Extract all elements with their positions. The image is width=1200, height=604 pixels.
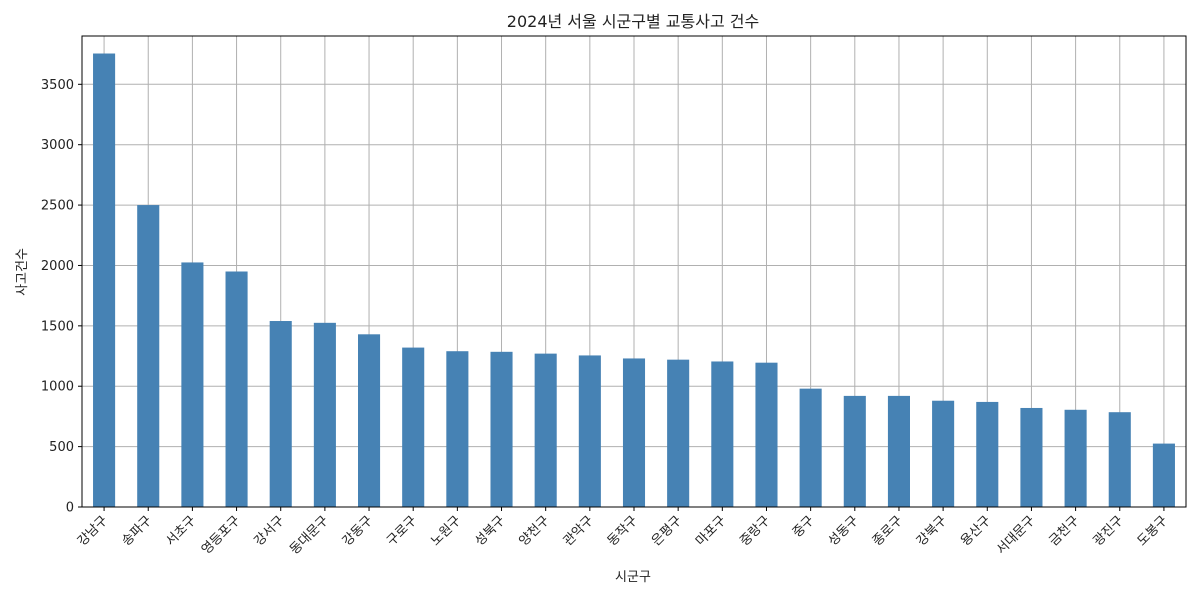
bar-성동구 bbox=[843, 395, 866, 507]
x-tick-label: 영등포구 bbox=[199, 513, 243, 557]
x-tick-label: 서대문구 bbox=[994, 513, 1038, 557]
bar-은평구 bbox=[667, 359, 690, 507]
x-tick-label: 성북구 bbox=[472, 513, 508, 549]
x-tick-label: 성동구 bbox=[826, 513, 862, 549]
x-tick-label: 중구 bbox=[790, 513, 818, 541]
y-tick-label: 2500 bbox=[41, 199, 74, 214]
y-tick-label: 3500 bbox=[41, 78, 74, 93]
bar-강동구 bbox=[358, 334, 381, 507]
bar-동작구 bbox=[622, 358, 646, 507]
x-tick-label: 금천구 bbox=[1046, 513, 1082, 549]
x-tick-label: 강서구 bbox=[252, 513, 288, 549]
x-tick-label: 서초구 bbox=[163, 513, 199, 549]
x-tick-label: 마포구 bbox=[693, 513, 729, 549]
bar-노원구 bbox=[446, 351, 469, 507]
bar-강서구 bbox=[269, 321, 292, 507]
x-tick-label: 관악구 bbox=[561, 513, 597, 549]
x-axis-label: 시군구 bbox=[615, 570, 651, 585]
bar-관악구 bbox=[578, 355, 601, 507]
x-axis-ticks: 강남구 송파구 서초구 영등포구 강서구 동대문구 강동구 구로구 노원구 성북구 양천구 관악구 동작… bbox=[75, 507, 1171, 558]
x-tick-label: 용산구 bbox=[958, 513, 994, 549]
bar-강북구 bbox=[932, 400, 955, 507]
y-axis-ticks: 0 500 1000 1500 2000 2500 3000 3500 bbox=[41, 78, 82, 516]
y-tick-label: 1500 bbox=[41, 319, 74, 334]
bar-종로구 bbox=[887, 395, 910, 507]
y-axis-label: 사고건수 bbox=[15, 248, 30, 296]
y-tick-label: 500 bbox=[49, 440, 74, 455]
x-tick-label: 중랑구 bbox=[737, 513, 773, 549]
bar-동대문구 bbox=[313, 322, 336, 507]
bar-송파구 bbox=[137, 205, 160, 508]
x-tick-label: 강동구 bbox=[340, 513, 376, 549]
bar-중랑구 bbox=[755, 362, 778, 507]
x-tick-label: 광진구 bbox=[1091, 513, 1127, 549]
bar-layer bbox=[93, 53, 1175, 508]
x-tick-label: 도봉구 bbox=[1135, 513, 1171, 549]
plot-frame bbox=[81, 35, 1187, 508]
x-tick-label: 은평구 bbox=[649, 513, 685, 549]
x-tick-label: 종로구 bbox=[870, 513, 906, 549]
x-tick-label: 송파구 bbox=[119, 513, 155, 549]
bar-성북구 bbox=[490, 351, 513, 507]
x-tick-label: 동대문구 bbox=[287, 513, 331, 557]
x-tick-label: 동작구 bbox=[605, 513, 641, 549]
bar-서초구 bbox=[181, 262, 204, 507]
bar-양천구 bbox=[534, 353, 557, 507]
bar-구로구 bbox=[402, 347, 425, 507]
x-tick-label: 강남구 bbox=[75, 513, 111, 549]
bar-강남구 bbox=[93, 53, 116, 508]
y-tick-label: 3000 bbox=[41, 138, 74, 153]
bar-중구 bbox=[799, 388, 822, 507]
y-tick-label: 1000 bbox=[41, 380, 74, 395]
chart-title: 2024년 서울 시군구별 교통사고 건수 bbox=[507, 12, 759, 31]
bar-용산구 bbox=[976, 401, 999, 507]
bar-도봉구 bbox=[1152, 443, 1175, 507]
x-tick-label: 노원구 bbox=[428, 513, 464, 549]
y-tick-label: 0 bbox=[66, 501, 74, 516]
x-tick-label: 양천구 bbox=[517, 513, 553, 549]
bar-금천구 bbox=[1064, 409, 1087, 507]
x-tick-label: 구로구 bbox=[384, 513, 420, 549]
bar-서대문구 bbox=[1020, 407, 1043, 507]
bar-광진구 bbox=[1108, 412, 1131, 507]
y-tick-label: 2000 bbox=[41, 259, 74, 274]
bar-영등포구 bbox=[225, 271, 248, 507]
x-tick-label: 강북구 bbox=[914, 513, 950, 549]
bar-마포구 bbox=[711, 361, 734, 507]
